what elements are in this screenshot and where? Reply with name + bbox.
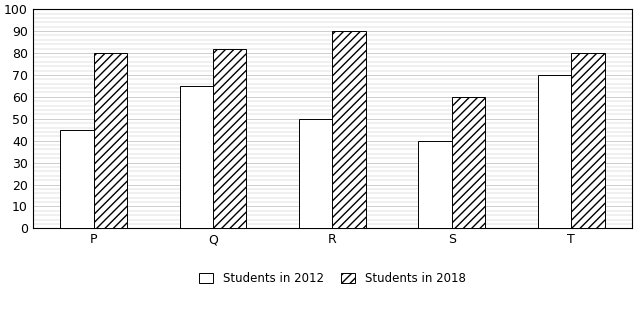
Bar: [418, 141, 452, 228]
Legend: Students in 2012, Students in 2018: Students in 2012, Students in 2018: [195, 268, 469, 288]
Bar: [60, 130, 93, 228]
Bar: [299, 119, 333, 228]
Bar: [571, 53, 605, 228]
Bar: [452, 97, 485, 228]
Bar: [538, 75, 571, 228]
Bar: [213, 49, 246, 228]
Bar: [93, 53, 127, 228]
Bar: [333, 31, 366, 228]
Bar: [179, 86, 213, 228]
